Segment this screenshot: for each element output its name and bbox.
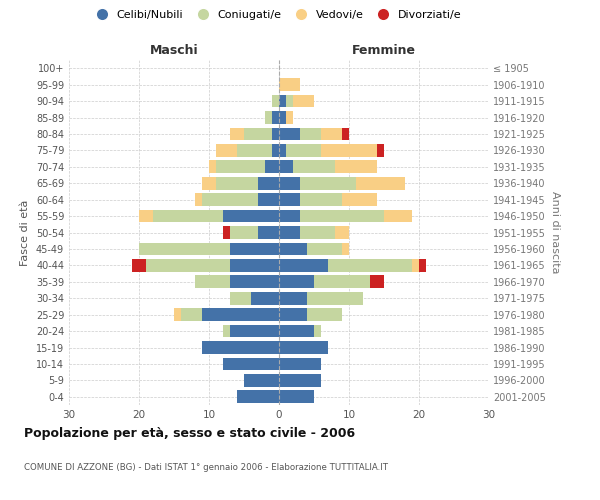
Bar [279, 242, 307, 256]
Bar [195, 276, 230, 288]
Bar [342, 242, 349, 256]
Bar [279, 78, 300, 91]
Bar [258, 226, 279, 239]
Text: Popolazione per età, sesso e stato civile - 2006: Popolazione per età, sesso e stato civil… [24, 428, 355, 440]
Bar [279, 324, 314, 338]
Bar [286, 94, 293, 108]
Text: Femmine: Femmine [352, 44, 416, 57]
Bar [237, 144, 272, 157]
Bar [272, 128, 279, 140]
Bar [230, 259, 279, 272]
Bar [342, 193, 377, 206]
Bar [300, 226, 335, 239]
Bar [202, 177, 216, 190]
Bar [139, 210, 153, 222]
Bar [237, 390, 279, 403]
Bar [342, 128, 349, 140]
Bar [279, 374, 321, 387]
Bar [300, 177, 356, 190]
Legend: Celibi/Nubili, Coniugati/e, Vedovi/e, Divorziati/e: Celibi/Nubili, Coniugati/e, Vedovi/e, Di… [88, 8, 464, 22]
Bar [321, 128, 342, 140]
Bar [307, 292, 363, 304]
Bar [279, 94, 286, 108]
Bar [286, 144, 321, 157]
Bar [216, 177, 258, 190]
Bar [279, 259, 328, 272]
Bar [279, 144, 286, 157]
Bar [216, 144, 237, 157]
Bar [335, 226, 349, 239]
Bar [279, 358, 321, 370]
Bar [370, 276, 384, 288]
Bar [307, 308, 342, 321]
Bar [279, 177, 300, 190]
Bar [272, 94, 279, 108]
Bar [230, 324, 279, 338]
Bar [223, 324, 230, 338]
Bar [146, 259, 230, 272]
Bar [244, 128, 272, 140]
Bar [202, 308, 279, 321]
Bar [132, 259, 146, 272]
Bar [412, 259, 419, 272]
Bar [279, 210, 300, 222]
Bar [321, 144, 377, 157]
Bar [279, 193, 300, 206]
Bar [230, 292, 251, 304]
Bar [279, 308, 307, 321]
Bar [384, 210, 412, 222]
Bar [258, 193, 279, 206]
Text: COMUNE DI AZZONE (BG) - Dati ISTAT 1° gennaio 2006 - Elaborazione TUTTITALIA.IT: COMUNE DI AZZONE (BG) - Dati ISTAT 1° ge… [24, 462, 388, 471]
Bar [230, 242, 279, 256]
Bar [181, 308, 202, 321]
Bar [139, 242, 230, 256]
Bar [230, 128, 244, 140]
Bar [356, 177, 405, 190]
Bar [314, 276, 370, 288]
Bar [223, 210, 279, 222]
Bar [265, 111, 272, 124]
Bar [279, 390, 314, 403]
Bar [279, 276, 314, 288]
Bar [335, 160, 377, 173]
Y-axis label: Anni di nascita: Anni di nascita [550, 191, 560, 274]
Y-axis label: Fasce di età: Fasce di età [20, 200, 30, 266]
Bar [279, 292, 307, 304]
Bar [272, 111, 279, 124]
Bar [265, 160, 279, 173]
Bar [300, 193, 342, 206]
Bar [279, 160, 293, 173]
Bar [419, 259, 426, 272]
Bar [286, 111, 293, 124]
Bar [279, 341, 328, 354]
Bar [293, 160, 335, 173]
Bar [202, 341, 279, 354]
Bar [251, 292, 279, 304]
Bar [279, 226, 300, 239]
Bar [174, 308, 181, 321]
Bar [216, 160, 265, 173]
Bar [202, 193, 258, 206]
Bar [300, 128, 321, 140]
Bar [209, 160, 216, 173]
Bar [244, 374, 279, 387]
Bar [293, 94, 314, 108]
Text: Maschi: Maschi [149, 44, 199, 57]
Bar [300, 210, 384, 222]
Bar [223, 358, 279, 370]
Bar [272, 144, 279, 157]
Bar [377, 144, 384, 157]
Bar [223, 226, 230, 239]
Bar [230, 226, 258, 239]
Bar [307, 242, 342, 256]
Bar [258, 177, 279, 190]
Bar [279, 111, 286, 124]
Bar [328, 259, 412, 272]
Bar [230, 276, 279, 288]
Bar [195, 193, 202, 206]
Bar [153, 210, 223, 222]
Bar [314, 324, 321, 338]
Bar [279, 128, 300, 140]
